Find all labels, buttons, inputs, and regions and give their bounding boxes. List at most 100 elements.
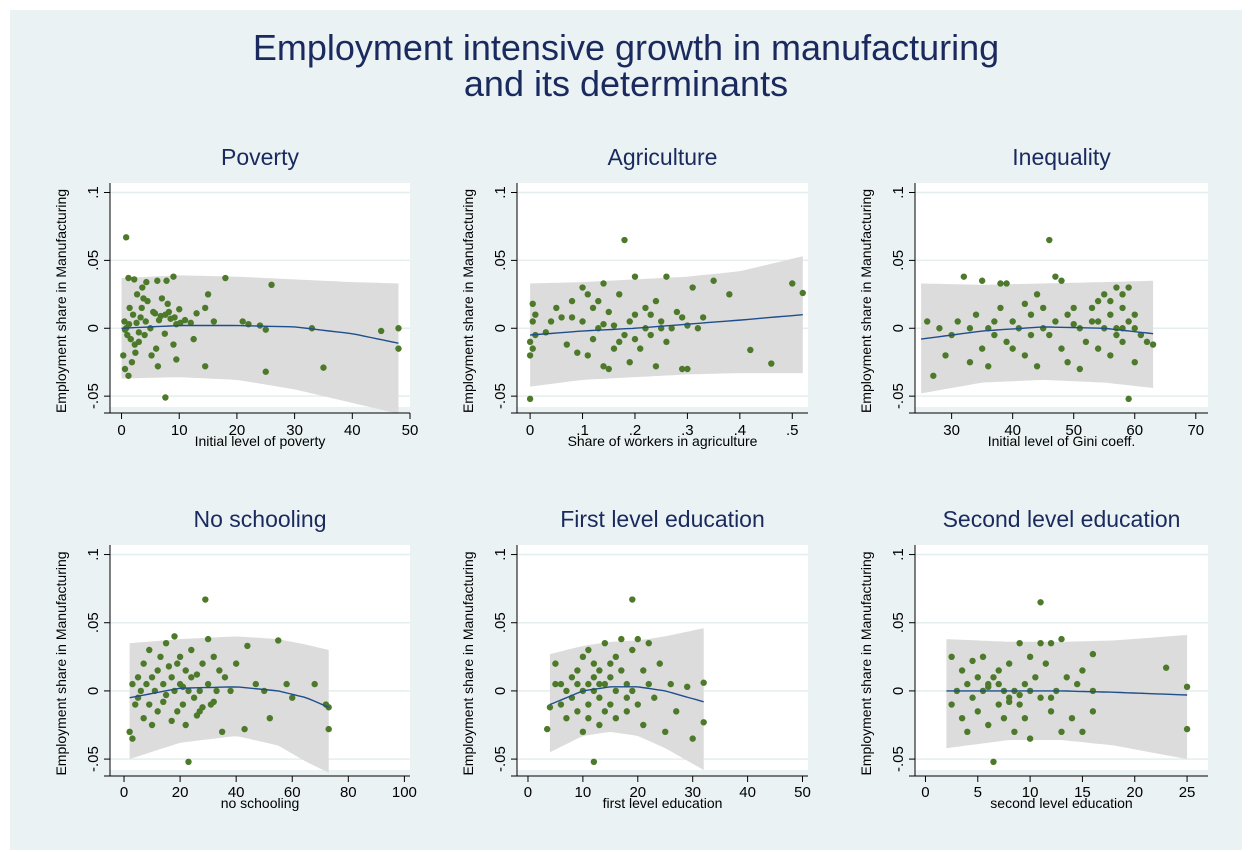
data-point <box>147 325 154 332</box>
figure-title-line-2: and its determinants <box>463 63 789 104</box>
data-point <box>678 365 686 373</box>
data-point <box>1016 691 1023 699</box>
figure-title: Employment intensive growth in manufactu… <box>10 30 1242 102</box>
data-point <box>1039 325 1047 332</box>
data-point <box>532 311 539 318</box>
x-tick-label: 50 <box>794 784 811 801</box>
data-point <box>1070 304 1077 312</box>
data-point <box>138 304 145 312</box>
data-point <box>652 297 660 305</box>
data-point <box>1058 277 1065 284</box>
data-point <box>960 273 968 280</box>
data-point <box>662 728 669 736</box>
fit-line <box>530 314 803 336</box>
data-point <box>173 356 180 363</box>
data-point <box>1089 708 1097 715</box>
data-point <box>645 680 652 688</box>
data-point <box>177 319 184 327</box>
data-point <box>990 674 997 681</box>
panel-title: Second level education <box>943 506 1181 532</box>
x-tick-label: .1 <box>576 422 589 439</box>
data-point <box>1058 635 1065 643</box>
data-point <box>185 758 192 766</box>
data-point <box>232 660 240 667</box>
data-point <box>574 349 581 356</box>
data-point <box>601 639 609 647</box>
confidence-band <box>530 256 803 387</box>
data-point <box>201 304 209 312</box>
x-tick-label: 70 <box>1187 422 1204 439</box>
data-point <box>618 635 625 643</box>
y-axis-label: Employment share in Manufacturing <box>858 551 874 775</box>
data-point <box>930 372 937 379</box>
data-point <box>129 311 137 318</box>
x-tick-label: 0 <box>120 784 128 801</box>
data-point <box>747 346 754 354</box>
fit-line <box>129 686 329 708</box>
data-point <box>171 314 178 321</box>
data-point <box>526 338 534 346</box>
data-point <box>972 311 980 318</box>
data-point <box>168 674 175 681</box>
data-point <box>132 701 139 708</box>
data-point <box>1005 660 1013 667</box>
data-point <box>139 284 146 291</box>
data-point <box>969 694 976 701</box>
x-tick-label: 30 <box>684 784 701 801</box>
data-point <box>162 691 170 699</box>
y-tick-label: .05 <box>492 250 509 271</box>
data-point <box>964 728 971 736</box>
data-point <box>552 680 559 688</box>
data-point <box>579 653 587 661</box>
data-point <box>179 701 187 708</box>
data-point <box>768 360 775 367</box>
data-point <box>995 701 1002 708</box>
data-point <box>1052 318 1059 325</box>
panel-2: -.05 0 .05 .1 30 40 50 60 70 Inequality Initial le… <box>858 144 1208 449</box>
data-point <box>1082 338 1090 346</box>
data-point <box>1125 284 1132 291</box>
top-strip <box>0 0 1252 10</box>
data-point <box>626 359 633 366</box>
data-point <box>210 318 218 325</box>
data-point <box>663 273 670 280</box>
data-point <box>216 667 223 674</box>
data-point <box>651 694 658 701</box>
data-point <box>125 274 132 282</box>
data-point <box>585 701 592 708</box>
data-point <box>631 335 639 343</box>
data-point <box>161 330 169 337</box>
x-tick-label: 30 <box>286 422 303 439</box>
data-point <box>629 596 636 603</box>
data-point <box>1149 341 1157 348</box>
x-axis-label: second level education <box>990 795 1132 811</box>
data-point <box>1125 318 1132 325</box>
x-tick-label: 40 <box>344 422 361 439</box>
data-point <box>143 680 150 688</box>
data-point <box>966 325 974 332</box>
y-tick-label: 0 <box>890 324 907 332</box>
data-point <box>1058 728 1065 736</box>
data-point <box>204 635 212 643</box>
data-point <box>526 395 534 403</box>
data-point <box>596 680 603 688</box>
data-point <box>174 708 181 715</box>
data-point <box>1026 653 1034 661</box>
data-point <box>610 345 618 352</box>
data-point <box>222 274 229 282</box>
x-tick-label: 20 <box>1126 784 1143 801</box>
x-tick-label: 10 <box>575 784 592 801</box>
data-point <box>163 277 170 284</box>
data-point <box>165 308 173 316</box>
data-point <box>1143 338 1151 346</box>
data-point <box>557 680 565 688</box>
data-point <box>181 316 189 324</box>
data-point <box>979 653 987 661</box>
x-tick-label: 80 <box>340 784 357 801</box>
y-axis-label: Employment share in Manufacturing <box>858 189 874 413</box>
data-point <box>187 319 194 327</box>
data-point <box>185 687 192 695</box>
data-point <box>176 306 183 313</box>
panel-title: No schooling <box>194 506 327 532</box>
data-point <box>656 660 663 667</box>
